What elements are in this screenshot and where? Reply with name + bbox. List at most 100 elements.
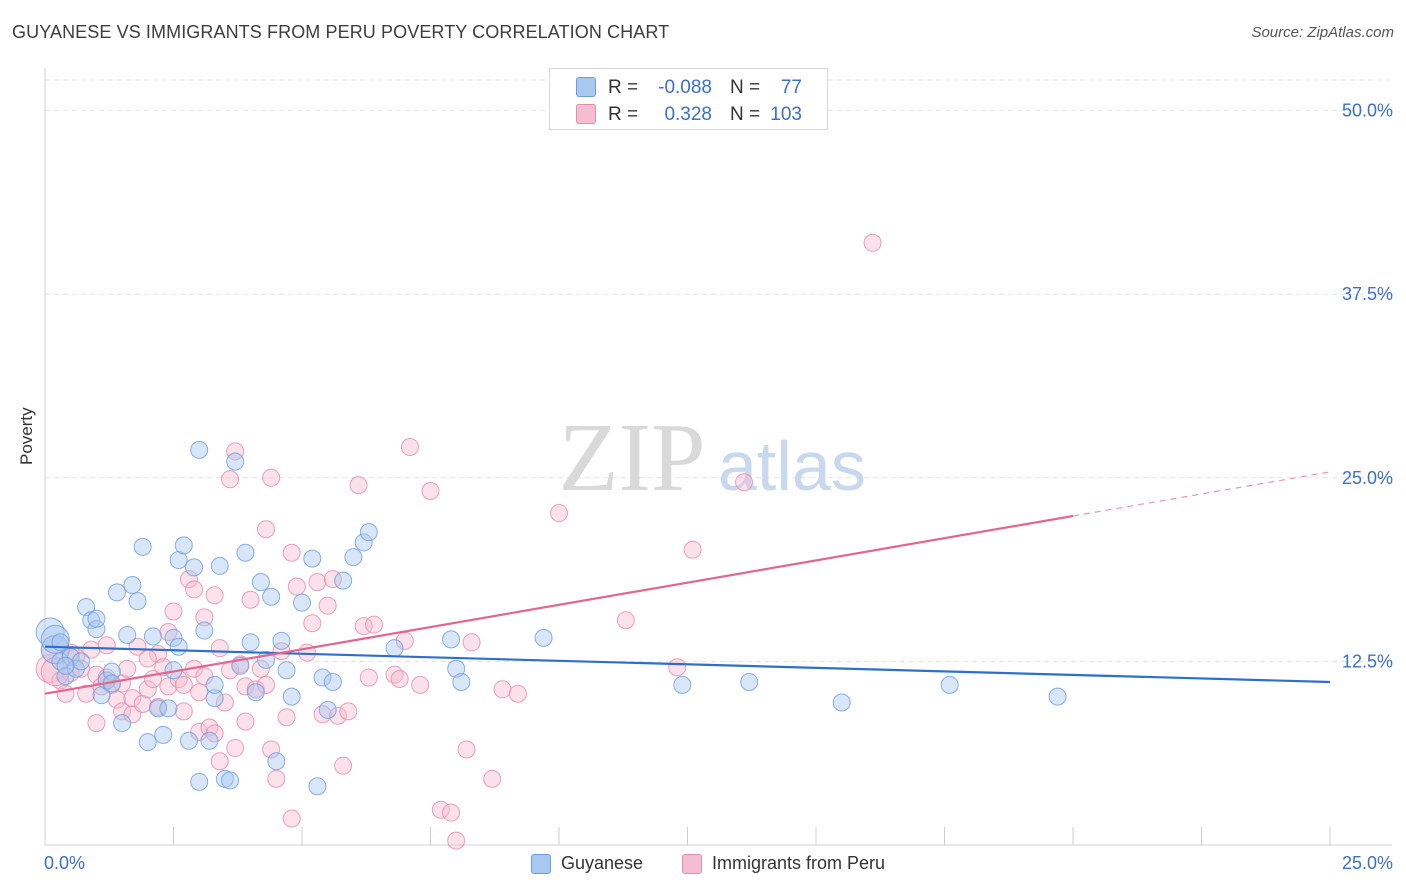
legend-row-guyanese: R = -0.088 N = 77: [550, 73, 829, 101]
data-point: [354, 533, 373, 552]
data-point: [190, 772, 209, 791]
data-point: [205, 586, 224, 605]
peru-trend-line: [44, 514, 1074, 695]
n-label: N =: [730, 77, 761, 98]
data-point: [267, 752, 286, 771]
data-point: [179, 570, 198, 589]
data-point: [241, 590, 260, 609]
data-point: [154, 725, 173, 744]
data-point: [226, 442, 245, 461]
data-point: [293, 593, 311, 612]
r-label: R =: [608, 104, 639, 125]
data-point: [735, 473, 754, 492]
data-point: [334, 571, 353, 590]
data-point: [318, 700, 337, 719]
data-point: [267, 769, 286, 788]
data-point: [282, 543, 301, 562]
data-point: [940, 675, 959, 694]
data-point: [128, 637, 147, 656]
data-point: [272, 631, 291, 650]
data-point: [616, 611, 635, 630]
data-point: [421, 482, 440, 501]
data-point: [107, 583, 126, 602]
watermark-atlas: atlas: [718, 427, 866, 505]
data-point: [118, 659, 137, 678]
data-point: [863, 233, 882, 252]
data-point: [462, 633, 481, 652]
data-point: [262, 740, 281, 759]
peru-trend-extension: [1072, 471, 1331, 517]
data-point: [359, 668, 378, 687]
data-point: [226, 452, 245, 471]
axes: [44, 68, 1392, 846]
source-label: Source: ZipAtlas.com: [1251, 24, 1394, 41]
data-point: [174, 675, 193, 694]
data-point: [221, 771, 240, 790]
n-value: 103: [770, 104, 802, 125]
peru-legend-swatch: [682, 853, 702, 874]
chart-title: GUYANESE VS IMMIGRANTS FROM PERU POVERTY…: [12, 22, 670, 42]
n-label: N =: [730, 104, 761, 125]
data-point: [452, 672, 471, 691]
data-point: [390, 670, 409, 689]
data-point: [411, 675, 430, 694]
guyanese-legend-swatch: [531, 853, 551, 874]
data-point: [442, 803, 461, 822]
guyanese-trend-line: [44, 645, 1331, 684]
data-point: [457, 740, 476, 759]
data-point: [483, 769, 502, 788]
data-point: [364, 615, 383, 634]
data-point: [344, 548, 363, 567]
data-point: [190, 683, 209, 702]
legend-item-peru[interactable]: Immigrants from Peru: [682, 853, 885, 874]
r-value: -0.088: [658, 77, 712, 98]
legend-item-guyanese[interactable]: Guyanese: [531, 853, 643, 874]
data-point: [534, 628, 553, 647]
data-point: [334, 756, 353, 775]
data-point: [123, 576, 142, 595]
data-point: [282, 809, 301, 828]
data-point: [447, 659, 466, 678]
data-point: [205, 675, 224, 694]
data-point: [87, 665, 106, 684]
data-point: [431, 800, 450, 819]
data-point: [113, 714, 132, 733]
data-point: [164, 602, 183, 621]
data-point: [550, 504, 568, 523]
y-tick-label: 37.5%: [1342, 284, 1393, 304]
data-point: [169, 637, 188, 656]
legend-row-peru: R = 0.328 N = 103: [550, 100, 829, 128]
tick-labels: 12.5% 25.0% 37.5% 50.0% 0.0% 25.0%: [44, 101, 1393, 873]
data-point: [56, 684, 75, 703]
data-point: [246, 683, 265, 702]
series-legend: Guyanese Immigrants from Peru: [0, 850, 1406, 880]
data-point: [128, 592, 147, 611]
data-point: [308, 573, 327, 592]
data-point: [308, 777, 327, 796]
data-point: [221, 470, 240, 489]
data-point: [133, 537, 152, 556]
data-point: [210, 556, 229, 575]
data-point: [77, 598, 96, 617]
data-point: [328, 706, 347, 725]
data-point: [257, 520, 276, 539]
y-tick-label: 12.5%: [1342, 651, 1393, 671]
data-point: [262, 587, 281, 606]
data-point: [174, 702, 193, 721]
data-point: [349, 476, 368, 495]
data-point: [385, 639, 404, 658]
data-point: [673, 675, 692, 694]
legend-label: Guyanese: [561, 853, 644, 873]
data-point: [71, 659, 90, 678]
guyanese-swatch: [576, 77, 596, 97]
gridlines: [45, 79, 1392, 662]
data-point: [159, 699, 178, 718]
data-point: [87, 714, 106, 733]
data-point: [400, 437, 419, 456]
data-point: [493, 680, 512, 699]
x-tick-label: 0.0%: [44, 853, 85, 873]
data-point: [668, 658, 687, 677]
n-value: 77: [780, 77, 802, 98]
data-point: [359, 523, 378, 542]
data-point: [683, 540, 702, 559]
